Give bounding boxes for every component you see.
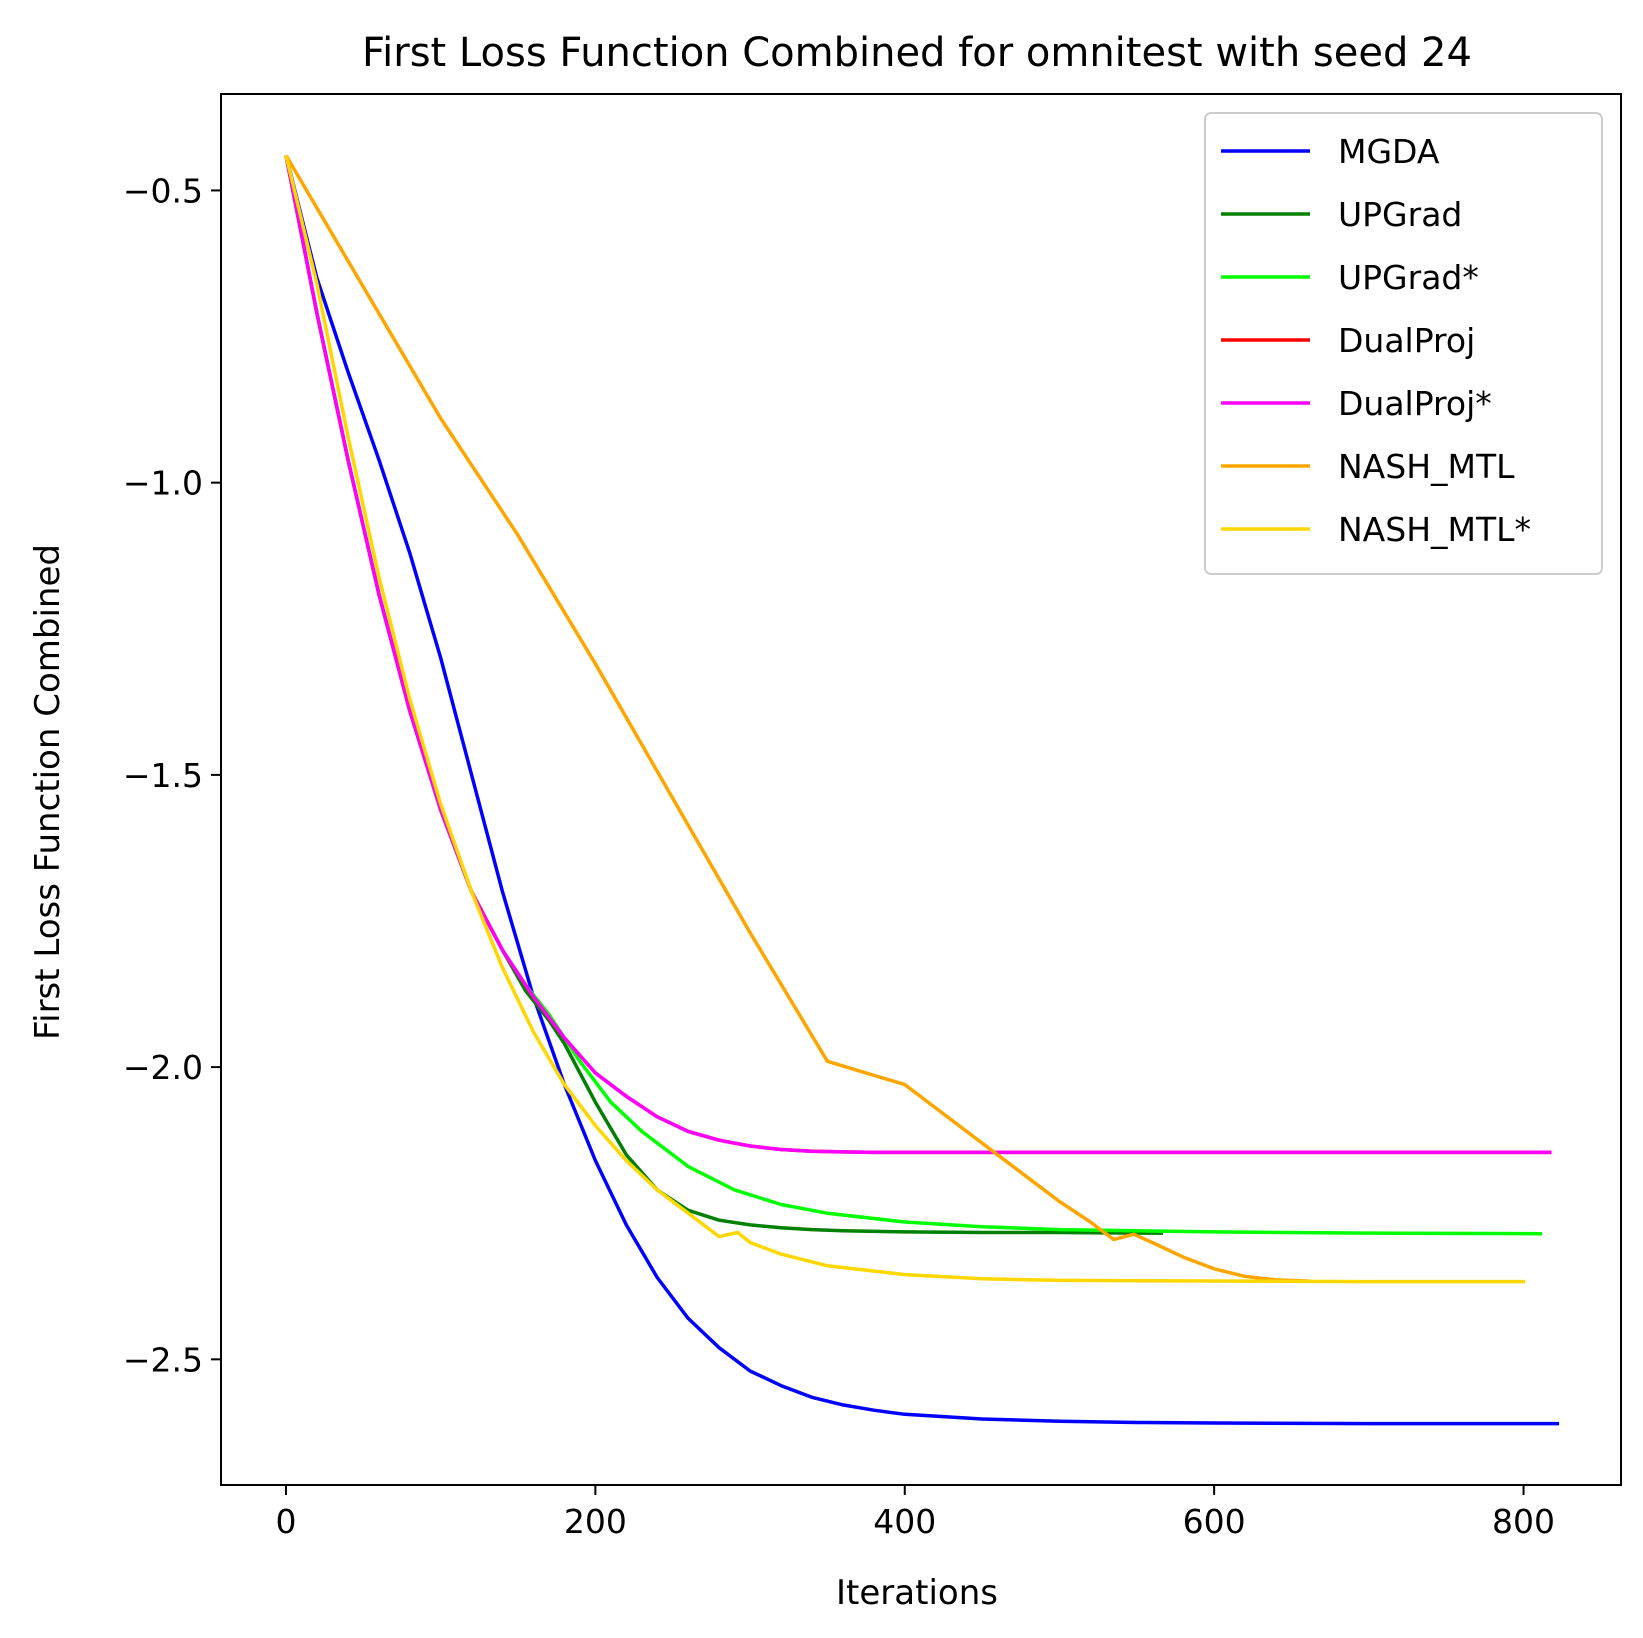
y-tick-label: −2.5: [123, 1340, 203, 1379]
y-tick-label: −1.5: [123, 756, 203, 795]
y-tick-label: −2.0: [123, 1048, 203, 1087]
legend-box: [1204, 112, 1603, 575]
x-tick-label: 600: [1183, 1502, 1246, 1541]
series-line-nash-mtl: [284, 154, 1309, 1283]
y-axis-ticks: −0.5 −1.0 −1.5 −2.0 −2.5: [123, 171, 221, 1379]
legend-label: UPGrad: [1338, 195, 1462, 234]
x-tick-label: 0: [275, 1502, 296, 1541]
y-tick-label: −1.0: [123, 464, 203, 503]
legend-label: UPGrad*: [1338, 258, 1479, 297]
series-line-upgrad: [284, 155, 1164, 1235]
series-line-nash-mtl-: [284, 154, 1526, 1284]
legend: MGDA UPGrad UPGrad* DualProj DualProj* NASH_M…: [1204, 112, 1603, 575]
legend-label: NASH_MTL: [1338, 447, 1515, 486]
x-tick-label: 400: [873, 1502, 936, 1541]
series-line-mgda: [284, 154, 1560, 1426]
plot-frame: [220, 93, 1622, 1486]
y-tick-label: −0.5: [123, 171, 203, 210]
series-line-dualproj-: [284, 155, 1552, 1155]
legend-label: DualProj*: [1338, 384, 1492, 423]
legend-label: DualProj: [1338, 321, 1475, 360]
plot-series-group: [284, 154, 1560, 1426]
legend-label: NASH_MTL*: [1338, 510, 1531, 549]
x-tick-label: 200: [564, 1502, 627, 1541]
x-axis-ticks: 0 200 400 600 800: [275, 1485, 1555, 1541]
y-axis-label: First Loss Function Combined: [28, 544, 68, 1040]
chart-title: First Loss Function Combined for omnites…: [362, 30, 1472, 76]
legend-label: MGDA: [1338, 132, 1440, 171]
x-tick-label: 800: [1492, 1502, 1555, 1541]
x-axis-label: Iterations: [836, 1573, 998, 1613]
